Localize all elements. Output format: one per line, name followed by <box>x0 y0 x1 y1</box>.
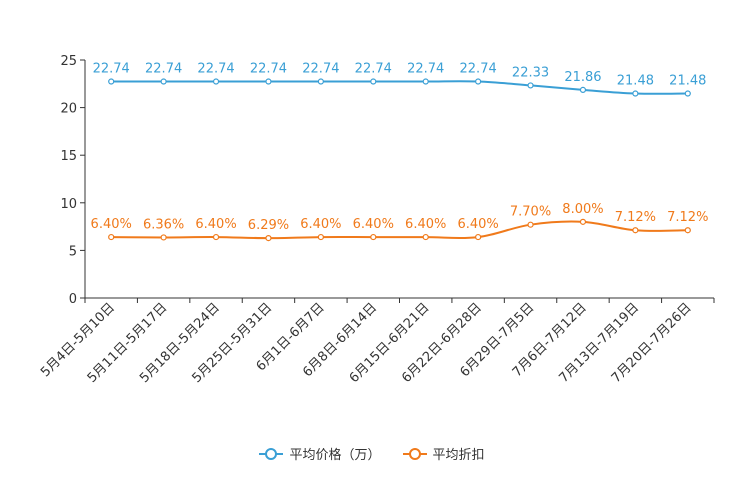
data-point-0 <box>212 78 220 85</box>
data-label-1: 8.00% <box>562 202 603 217</box>
data-label-0: 22.74 <box>302 62 339 77</box>
series-line-0 <box>111 80 688 95</box>
data-point-1 <box>475 233 482 241</box>
y-tick-label: 5 <box>69 244 77 259</box>
data-label-0: 22.74 <box>145 62 182 77</box>
legend-swatch-price-icon <box>259 447 284 460</box>
data-point-0 <box>370 78 377 85</box>
legend-swatch-discount-icon <box>402 447 427 460</box>
data-point-1 <box>370 233 377 241</box>
data-point-0 <box>475 78 482 85</box>
data-point-1 <box>527 221 534 228</box>
data-point-0 <box>108 78 115 85</box>
data-label-0: 21.48 <box>617 74 654 89</box>
y-tick-label: 20 <box>60 102 77 117</box>
data-label-1: 7.70% <box>510 205 551 220</box>
data-label-0: 21.48 <box>669 74 706 89</box>
data-point-0 <box>265 78 272 85</box>
data-point-1 <box>212 233 220 241</box>
data-point-1 <box>422 233 429 241</box>
data-point-0 <box>527 82 534 89</box>
data-point-0 <box>684 90 691 97</box>
y-tick-label: 10 <box>60 197 77 212</box>
data-label-1: 6.40% <box>457 217 498 232</box>
data-point-1 <box>579 218 587 225</box>
data-point-0 <box>422 78 429 85</box>
chart-legend: 平均价格（万） 平均折扣 <box>0 444 744 463</box>
data-point-1 <box>632 227 639 234</box>
data-label-0: 22.74 <box>93 62 130 77</box>
data-point-1 <box>108 233 115 241</box>
data-label-0: 22.74 <box>460 62 497 77</box>
legend-item-price[interactable]: 平均价格（万） <box>259 444 381 463</box>
data-point-1 <box>265 235 272 242</box>
y-tick-label: 15 <box>60 149 77 164</box>
data-point-0 <box>160 78 167 85</box>
data-label-0: 22.33 <box>512 65 549 80</box>
data-label-0: 22.74 <box>355 62 392 77</box>
data-label-1: 7.12% <box>667 210 708 225</box>
data-label-1: 6.40% <box>405 217 446 232</box>
data-label-0: 21.86 <box>564 70 601 85</box>
y-tick-label: 0 <box>69 292 77 307</box>
data-point-1 <box>160 234 167 241</box>
legend-item-discount[interactable]: 平均折扣 <box>402 444 485 463</box>
data-point-0 <box>579 86 587 93</box>
legend-label-price: 平均价格（万） <box>289 448 381 463</box>
series-line-1 <box>111 220 688 240</box>
y-tick-label: 25 <box>60 54 77 69</box>
data-label-1: 6.36% <box>143 217 184 232</box>
data-point-0 <box>317 78 324 85</box>
data-label-0: 22.74 <box>250 62 287 77</box>
data-label-1: 6.40% <box>195 217 236 232</box>
data-point-1 <box>317 233 324 241</box>
legend-label-discount: 平均折扣 <box>432 448 485 463</box>
data-point-1 <box>684 227 691 234</box>
data-label-0: 22.74 <box>197 62 234 77</box>
data-label-1: 7.12% <box>615 210 656 225</box>
data-label-1: 6.40% <box>300 217 341 232</box>
data-point-0 <box>632 90 639 97</box>
data-label-0: 22.74 <box>407 62 444 77</box>
data-label-1: 6.40% <box>353 217 394 232</box>
data-label-1: 6.29% <box>248 218 289 233</box>
data-label-1: 6.40% <box>91 217 132 232</box>
